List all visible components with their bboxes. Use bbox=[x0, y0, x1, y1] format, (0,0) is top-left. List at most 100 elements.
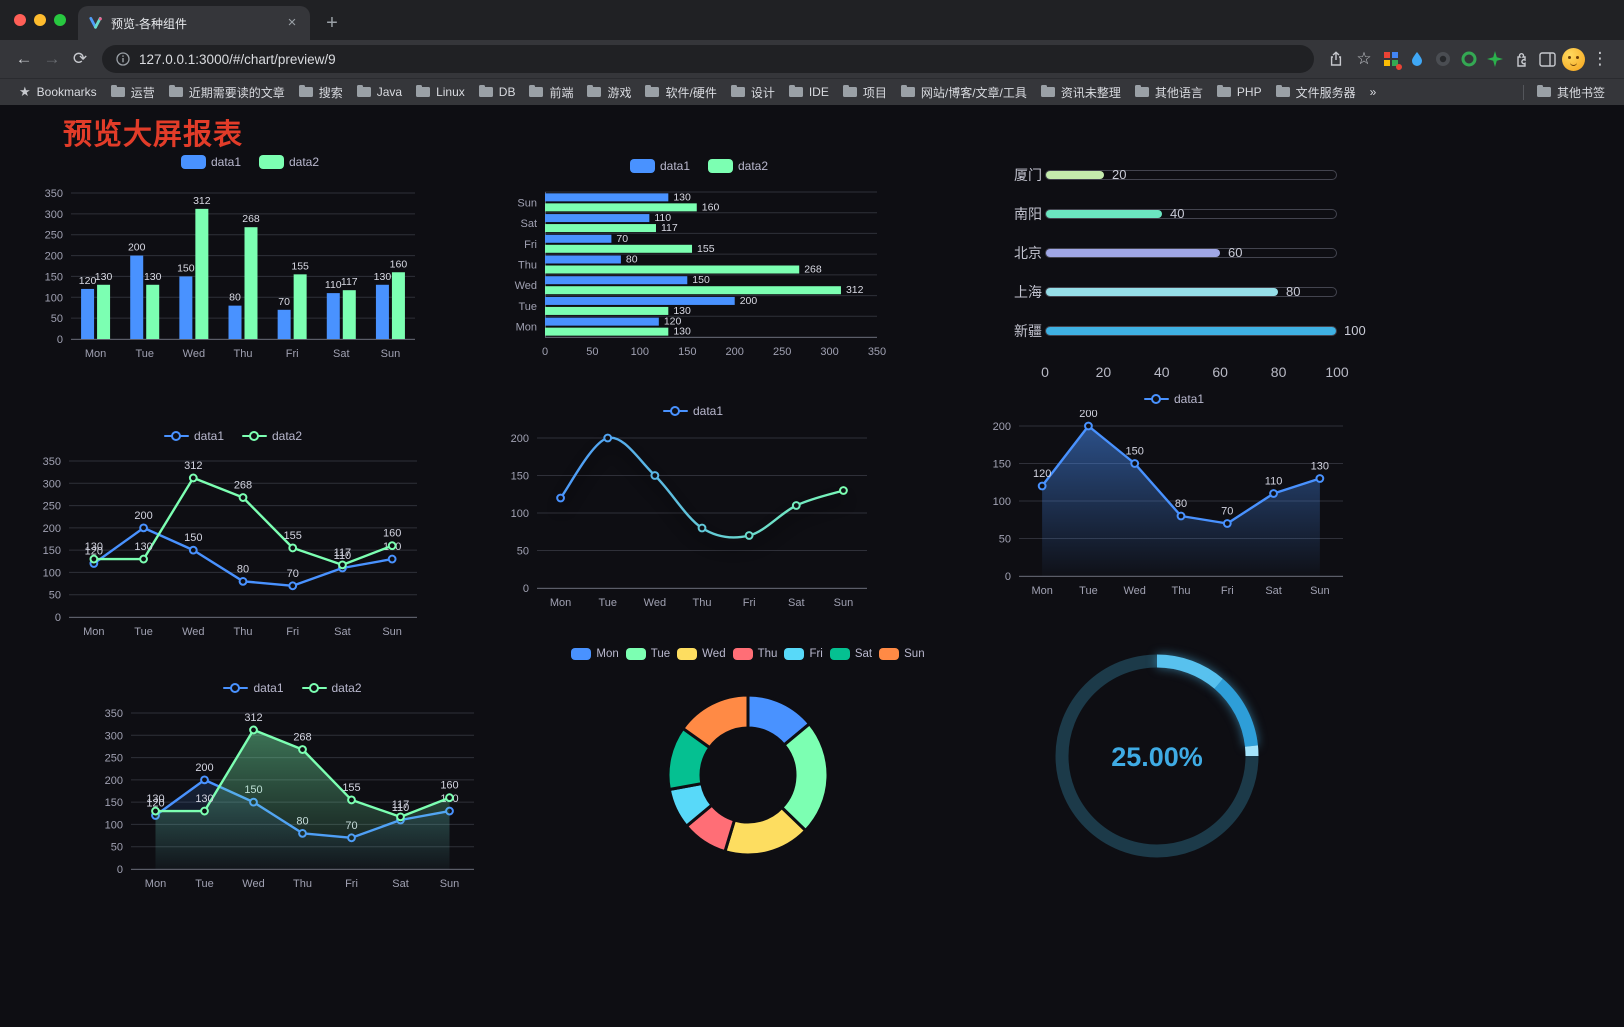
svg-text:100: 100 bbox=[45, 292, 63, 304]
svg-text:50: 50 bbox=[111, 842, 123, 854]
svg-text:70: 70 bbox=[1221, 506, 1233, 518]
green-circle-extension-icon[interactable] bbox=[1456, 46, 1482, 72]
legend-line-icon bbox=[223, 683, 249, 693]
grid-extension-icon[interactable] bbox=[1378, 46, 1404, 72]
progress-track: 20 bbox=[1045, 167, 1337, 182]
back-button[interactable]: ← bbox=[15, 49, 33, 68]
legend-item-data2[interactable]: data2 bbox=[242, 429, 302, 443]
forward-button[interactable]: → bbox=[43, 49, 61, 68]
chart-legend: data1 bbox=[985, 388, 1363, 410]
other-bookmarks-folder[interactable]: 其他书签 bbox=[1530, 82, 1612, 103]
profile-avatar[interactable] bbox=[1560, 46, 1586, 72]
bookmark-folder-item[interactable]: 设计 bbox=[724, 82, 782, 103]
bookmark-folder-item[interactable]: 其他语言 bbox=[1128, 82, 1210, 103]
legend-item-Sat[interactable]: Sat bbox=[829, 648, 872, 660]
svg-text:200: 200 bbox=[43, 523, 61, 535]
svg-text:80: 80 bbox=[1175, 498, 1187, 510]
bookmark-folder-item[interactable]: 文件服务器 bbox=[1269, 82, 1363, 103]
folder-icon bbox=[842, 84, 857, 97]
legend-item-data2[interactable]: data2 bbox=[301, 681, 362, 695]
svg-text:80: 80 bbox=[229, 292, 241, 304]
close-window-button[interactable] bbox=[14, 14, 26, 26]
svg-text:250: 250 bbox=[773, 346, 791, 358]
browser-tab[interactable]: 预览-各种组件 × bbox=[78, 6, 310, 40]
legend-item-data2[interactable]: data2 bbox=[708, 159, 768, 173]
extensions-puzzle-icon[interactable] bbox=[1508, 46, 1534, 72]
folder-icon bbox=[730, 84, 745, 97]
droplet-extension-icon[interactable] bbox=[1404, 46, 1430, 72]
new-tab-button[interactable]: + bbox=[326, 11, 338, 34]
minimize-window-button[interactable] bbox=[34, 14, 46, 26]
progress-label: 上海 bbox=[1014, 283, 1042, 300]
svg-text:50: 50 bbox=[51, 313, 63, 325]
share-button[interactable] bbox=[1322, 45, 1350, 73]
svg-text:200: 200 bbox=[105, 775, 123, 787]
bookmark-folder-item[interactable]: Linux bbox=[409, 83, 472, 101]
bookmark-folder-item[interactable]: 资讯未整理 bbox=[1034, 82, 1128, 103]
bookmarks-overflow-chevron[interactable]: » bbox=[1369, 85, 1377, 99]
green-star-extension-icon[interactable] bbox=[1482, 46, 1508, 72]
legend-item-Mon[interactable]: Mon bbox=[571, 648, 619, 660]
svg-text:0: 0 bbox=[523, 583, 529, 595]
svg-text:70: 70 bbox=[616, 233, 628, 245]
progress-track: 60 bbox=[1045, 245, 1337, 260]
legend-item-Fri[interactable]: Fri bbox=[784, 648, 823, 660]
address-bar[interactable]: 127.0.0.1:3000/#/chart/preview/9 bbox=[102, 45, 1314, 73]
bookmark-star-button[interactable]: ☆ bbox=[1356, 49, 1372, 68]
legend-item-data2[interactable]: data2 bbox=[259, 155, 319, 169]
svg-text:130: 130 bbox=[146, 793, 164, 805]
bookmark-folder-item[interactable]: DB bbox=[472, 83, 523, 101]
legend-item-data1[interactable]: data1 bbox=[163, 429, 224, 443]
legend-item-data1[interactable]: data1 bbox=[629, 159, 690, 173]
zoom-window-button[interactable] bbox=[54, 14, 66, 26]
page-title: 预览大屏报表 bbox=[63, 119, 244, 151]
svg-text:70: 70 bbox=[287, 568, 299, 580]
bookmark-folder-item[interactable]: 网站/博客/文章/工具 bbox=[894, 82, 1034, 103]
legend-line-icon bbox=[662, 406, 688, 416]
legend-item-Thu[interactable]: Thu bbox=[732, 648, 777, 660]
legend-chip-icon bbox=[732, 648, 753, 660]
bookmarks-manager-item[interactable]: ★ Bookmarks bbox=[12, 82, 104, 102]
sidebar-panel-icon[interactable] bbox=[1534, 46, 1560, 72]
legend-item-Sun[interactable]: Sun bbox=[879, 648, 925, 660]
svg-text:312: 312 bbox=[184, 460, 202, 472]
svg-text:268: 268 bbox=[293, 732, 311, 744]
svg-text:Wed: Wed bbox=[182, 626, 204, 638]
legend-line-icon bbox=[1143, 394, 1169, 404]
site-info-icon[interactable] bbox=[116, 52, 130, 66]
bookmark-folder-item[interactable]: 搜索 bbox=[292, 82, 350, 103]
dark-circle-extension-icon[interactable] bbox=[1430, 46, 1456, 72]
chart-legend: Mon Tue Wed Thu Fri Sat Sun bbox=[553, 643, 943, 665]
svg-text:Sun: Sun bbox=[440, 878, 460, 890]
svg-text:200: 200 bbox=[740, 295, 758, 307]
legend-item-data1[interactable]: data1 bbox=[662, 404, 723, 418]
legend-chip-icon bbox=[571, 648, 592, 660]
svg-text:Thu: Thu bbox=[234, 626, 253, 638]
browser-menu-button[interactable]: ⋮ bbox=[1591, 49, 1609, 68]
legend-item-data1[interactable]: data1 bbox=[180, 155, 241, 169]
avatar-face-icon bbox=[1561, 47, 1585, 71]
legend-item-data1[interactable]: data1 bbox=[223, 681, 284, 695]
bookmark-folder-item[interactable]: 前端 bbox=[522, 82, 580, 103]
svg-text:Wed: Wed bbox=[515, 280, 537, 292]
chart-legend: data1 data2 bbox=[35, 151, 465, 173]
legend-item-data1[interactable]: data1 bbox=[1143, 392, 1204, 406]
bookmark-folder-item[interactable]: Java bbox=[350, 83, 409, 101]
progress-fill bbox=[1046, 326, 1336, 335]
tab-close-icon[interactable]: × bbox=[287, 14, 297, 31]
svg-text:130: 130 bbox=[673, 305, 691, 317]
progress-fill bbox=[1046, 170, 1104, 179]
svg-text:150: 150 bbox=[177, 262, 195, 274]
chart-legend: data1 data2 bbox=[503, 155, 895, 177]
progress-track: 100 bbox=[1045, 323, 1366, 338]
bookmark-folder-item[interactable]: IDE bbox=[782, 83, 836, 101]
legend-item-Tue[interactable]: Tue bbox=[625, 648, 670, 660]
reload-button[interactable]: ⟳ bbox=[72, 49, 88, 68]
bookmark-folder-item[interactable]: PHP bbox=[1210, 83, 1269, 101]
bookmark-folder-item[interactable]: 项目 bbox=[836, 82, 894, 103]
legend-item-Wed[interactable]: Wed bbox=[677, 648, 726, 660]
bookmark-folder-item[interactable]: 游戏 bbox=[580, 82, 638, 103]
bookmark-folder-item[interactable]: 近期需要读的文章 bbox=[162, 82, 292, 103]
bookmark-folder-item[interactable]: 软件/硬件 bbox=[638, 82, 723, 103]
bookmark-folder-item[interactable]: 运营 bbox=[104, 82, 162, 103]
